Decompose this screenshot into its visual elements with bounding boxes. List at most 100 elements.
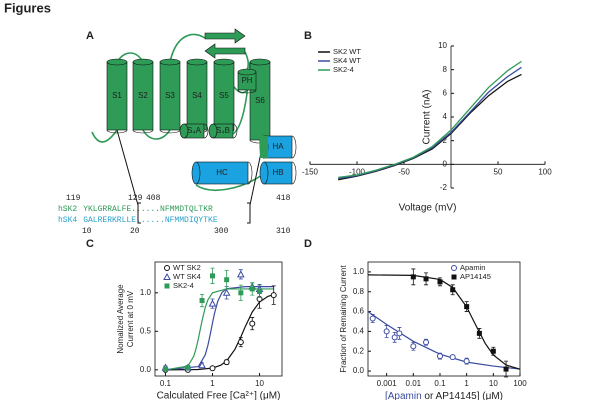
point — [238, 290, 244, 296]
helix-cap — [249, 58, 271, 66]
y-tick-label: 8 — [443, 65, 448, 74]
residue-number: 20 — [130, 227, 140, 236]
point — [449, 354, 456, 361]
bracket — [137, 202, 251, 224]
helix-cap — [237, 68, 257, 76]
y-tick-label: -2 — [440, 183, 448, 192]
helix-label: HB — [272, 168, 283, 177]
beta-strand — [204, 28, 246, 59]
legend-label: AP14145 — [460, 272, 491, 281]
y-tick-label: 1.0 — [140, 288, 152, 297]
legend-marker — [164, 265, 170, 271]
panel-label: C — [86, 238, 94, 250]
helix-label: S2 — [138, 91, 148, 100]
point — [223, 359, 230, 366]
y-tick-label: 6 — [443, 88, 448, 97]
x-tick-label: -150 — [302, 167, 319, 176]
fit-line — [165, 288, 274, 371]
helix-cap — [159, 129, 181, 134]
point — [436, 353, 443, 360]
topology-diagram: S1 S2 S3 S4 S5 S6 PH S₄A S₄B HA HB HC 119 129 408 418 hS… — [58, 28, 297, 236]
point — [185, 365, 191, 371]
point — [490, 348, 496, 354]
point — [208, 299, 217, 307]
helix-label: S3 — [165, 91, 175, 100]
helix-cap — [259, 161, 269, 185]
x-tick-label: 50 — [494, 167, 503, 176]
helix-cap — [179, 123, 189, 139]
helix-label: S4 — [192, 91, 202, 100]
y-tick-label: 0.8 — [353, 287, 365, 296]
sequence: hSK2 YKLGRRALFE......NFMMDTQLTKR — [58, 205, 213, 214]
helix-cap — [186, 58, 208, 66]
pointer — [116, 129, 139, 206]
helix-label: S₄B — [216, 126, 230, 135]
helix-cap — [132, 129, 154, 134]
x-tick-label: 100 — [538, 167, 552, 176]
y-tick-label: 0.0 — [353, 366, 365, 375]
legend-marker — [451, 265, 457, 271]
helix-label: S₄A — [187, 126, 202, 135]
legend-label: SK4 WT — [333, 56, 361, 65]
legend-label: Apamin — [460, 263, 485, 272]
helix-cap — [237, 89, 257, 94]
fit-line — [165, 286, 274, 371]
point — [257, 288, 263, 294]
legend-label: SK2-4 — [173, 281, 194, 290]
y-tick-label: 1.0 — [353, 267, 365, 276]
residue-number: 129 — [128, 194, 143, 203]
fit-line — [367, 311, 521, 370]
sequence-name: hSK4 — [58, 216, 77, 225]
residue-number: 418 — [276, 194, 291, 203]
helix-cap — [132, 58, 154, 66]
x-tick-label: 10 — [489, 379, 498, 388]
legend-label: SK2 WT — [333, 47, 361, 56]
helix-cap — [213, 58, 235, 66]
legend-marker — [451, 274, 457, 280]
x-tick-label: 10 — [255, 379, 264, 388]
y-tick-label: 0.6 — [353, 307, 365, 316]
panel-label: A — [86, 30, 94, 42]
helix-label: S1 — [112, 91, 122, 100]
point — [464, 304, 470, 310]
x-axis-label: Voltage (mV) — [399, 203, 457, 214]
plot-frame — [367, 261, 521, 377]
x-tick-label: 1 — [464, 379, 469, 388]
point — [209, 273, 215, 279]
x-tick-label: 0.1 — [434, 379, 446, 388]
point — [249, 320, 256, 327]
panel-label: B — [304, 30, 312, 42]
legend-marker — [163, 272, 171, 280]
x-axis-label: [Apamin or AP14145] (μM) — [385, 391, 503, 400]
point — [199, 298, 205, 304]
helix-label: HA — [272, 142, 284, 151]
point — [410, 274, 416, 280]
helix-label: HC — [216, 168, 228, 177]
helix-label: PH — [241, 76, 252, 85]
helix-cap — [291, 161, 297, 185]
point — [270, 292, 277, 299]
x-axis-label-part: [Apamin — [385, 391, 422, 400]
x-tick-label: 0.01 — [406, 379, 422, 388]
helix-cap — [106, 58, 128, 66]
x-axis-label: Calculated Free [Ca²⁺] (μM) — [157, 391, 281, 400]
y-axis-label: Current at 0 mV — [126, 290, 135, 347]
sequence: hSK4 GALRERKRLLE......NFMMDIQYTKE — [58, 216, 218, 225]
y-tick-label: 10 — [438, 41, 447, 50]
point — [437, 279, 443, 285]
helix-cap — [291, 135, 297, 159]
point — [222, 288, 231, 296]
y-tick-label: 0 — [443, 159, 448, 168]
point — [162, 366, 168, 372]
y-axis-label: Fraction of Remaining Current — [339, 265, 348, 373]
y-tick-label: 4 — [443, 112, 448, 121]
helix-cap — [203, 123, 209, 139]
y-tick-label: 2 — [443, 136, 448, 145]
x-tick-label: -50 — [398, 167, 410, 176]
legend-label: WT SK4 — [173, 272, 201, 281]
point — [463, 358, 470, 365]
helix-label: S5 — [219, 91, 229, 100]
point — [410, 343, 417, 350]
x-tick-label: 1 — [210, 379, 215, 388]
